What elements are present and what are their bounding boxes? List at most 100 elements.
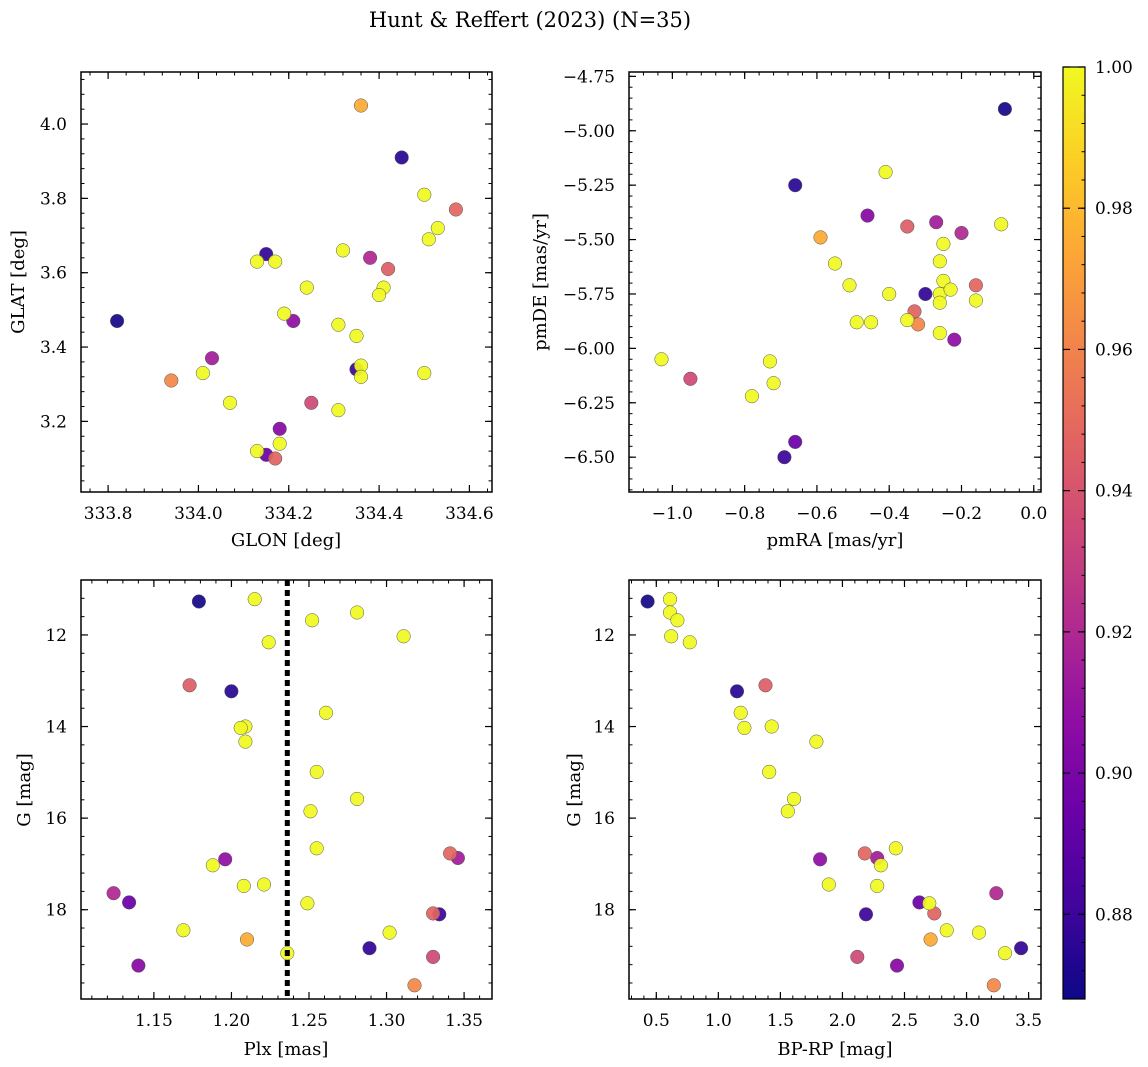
y-tick-label: 12 bbox=[593, 626, 615, 646]
data-point bbox=[277, 306, 292, 321]
data-point bbox=[994, 217, 1009, 232]
data-point bbox=[318, 705, 334, 720]
panel-0-ticks bbox=[81, 72, 492, 492]
x-tick-label: 1.15 bbox=[135, 1011, 173, 1031]
panel-3-xlabel: BP-RP [mag] bbox=[777, 1039, 892, 1060]
data-point bbox=[860, 208, 875, 223]
data-point bbox=[182, 678, 197, 693]
data-point bbox=[997, 946, 1013, 961]
x-tick-label: 2.0 bbox=[829, 1011, 856, 1031]
data-point bbox=[106, 886, 121, 901]
x-tick-label: −0.4 bbox=[869, 504, 910, 524]
panel-3-ticks bbox=[629, 579, 1041, 999]
y-tick-label: 18 bbox=[45, 901, 67, 921]
data-point bbox=[858, 907, 874, 922]
data-point bbox=[417, 366, 432, 381]
data-point bbox=[788, 434, 803, 449]
data-point bbox=[426, 906, 441, 921]
data-point bbox=[813, 230, 828, 245]
panel-2-xlabel: Plx [mas] bbox=[244, 1039, 329, 1060]
data-point bbox=[809, 734, 824, 749]
y-tick-label: −6.50 bbox=[563, 448, 615, 468]
data-point bbox=[889, 958, 905, 973]
data-point bbox=[268, 451, 283, 466]
y-tick-label: 14 bbox=[593, 718, 615, 738]
y-tick-label: −4.75 bbox=[563, 67, 615, 87]
x-tick-label: 1.5 bbox=[767, 1011, 794, 1031]
data-point bbox=[923, 932, 938, 947]
data-point bbox=[131, 958, 146, 973]
data-point bbox=[813, 852, 828, 867]
data-point bbox=[900, 313, 915, 328]
data-point bbox=[335, 243, 351, 258]
panel-1-frame bbox=[628, 71, 1042, 493]
data-point bbox=[191, 594, 206, 609]
data-point bbox=[218, 852, 233, 867]
colorbar-tick-label: 0.94 bbox=[1095, 482, 1133, 502]
data-point bbox=[396, 629, 411, 644]
x-tick-label: 0.0 bbox=[1020, 504, 1047, 524]
data-point bbox=[997, 101, 1012, 117]
data-point bbox=[372, 287, 387, 303]
x-tick-label: 1.25 bbox=[290, 1011, 328, 1031]
colorbar-tick-label: 0.88 bbox=[1095, 905, 1133, 925]
data-point bbox=[936, 236, 951, 251]
y-tick-label: −5.50 bbox=[563, 231, 615, 251]
y-tick-label: −5.75 bbox=[563, 285, 615, 305]
data-point bbox=[305, 613, 320, 628]
colorbar: 0.88 0.90 0.92 0.94 0.96 0.98 1.00 bbox=[1062, 58, 1133, 1000]
colorbar-ticks bbox=[1063, 66, 1085, 1000]
panel-sky-position: 333.8 334.0 334.2 334.4 334.6 3.2 3.4 3.6 3.8 4.0… bbox=[8, 71, 494, 551]
y-tick-label: 3.2 bbox=[40, 412, 67, 432]
data-point bbox=[233, 720, 248, 735]
x-tick-label: 1.30 bbox=[368, 1011, 406, 1031]
colorbar-tick-label: 0.96 bbox=[1095, 340, 1133, 360]
data-point bbox=[873, 858, 888, 873]
data-point bbox=[729, 684, 745, 699]
data-point bbox=[932, 295, 947, 310]
data-point bbox=[968, 278, 983, 293]
panel-3-tick-labels: 0.5 1.0 1.5 2.0 2.5 3.0 3.5 12 14 16 18 bbox=[593, 626, 1042, 1031]
data-point bbox=[426, 949, 441, 964]
data-point bbox=[947, 332, 962, 347]
x-tick-label: −0.6 bbox=[796, 504, 837, 524]
x-tick-label: 1.0 bbox=[705, 1011, 732, 1031]
data-point bbox=[850, 949, 865, 964]
data-point bbox=[764, 719, 779, 734]
x-tick-label: 0.5 bbox=[643, 1011, 670, 1031]
y-tick-label: −5.00 bbox=[563, 122, 615, 142]
data-point bbox=[766, 376, 781, 391]
y-tick-label: −6.25 bbox=[563, 394, 615, 414]
panel-0-points bbox=[110, 98, 463, 466]
panel-2-ticks bbox=[81, 579, 492, 999]
panel-proper-motion: −1.0 −0.8 −0.6 −0.4 −0.2 0.0 −6.50 −6.25 −6.00 −5… bbox=[530, 67, 1047, 551]
data-point bbox=[683, 371, 698, 386]
data-point bbox=[968, 293, 983, 308]
data-point bbox=[205, 858, 220, 873]
panel-1-ylabel: pmDE [mas/yr] bbox=[530, 213, 551, 351]
panel-1-xlabel: pmRA [mas/yr] bbox=[767, 530, 904, 551]
data-point bbox=[250, 254, 265, 269]
colorbar-tick-label: 1.00 bbox=[1095, 58, 1133, 78]
data-point bbox=[786, 791, 802, 806]
data-point bbox=[268, 254, 283, 269]
y-tick-label: −6.00 bbox=[563, 339, 615, 359]
data-point bbox=[989, 886, 1004, 901]
data-point bbox=[421, 232, 436, 247]
data-point bbox=[272, 436, 287, 451]
data-point bbox=[777, 450, 792, 465]
panel-2-frame bbox=[80, 579, 493, 1000]
data-point bbox=[448, 202, 463, 217]
data-point bbox=[932, 326, 947, 341]
data-point bbox=[888, 841, 903, 856]
data-point bbox=[331, 317, 346, 332]
data-point bbox=[350, 791, 365, 806]
data-point bbox=[309, 764, 324, 779]
data-point bbox=[954, 225, 969, 241]
data-point bbox=[929, 215, 944, 230]
x-tick-label: 1.35 bbox=[445, 1011, 483, 1031]
data-point bbox=[247, 592, 262, 607]
x-tick-label: 334.4 bbox=[355, 504, 404, 524]
data-point bbox=[939, 923, 954, 938]
